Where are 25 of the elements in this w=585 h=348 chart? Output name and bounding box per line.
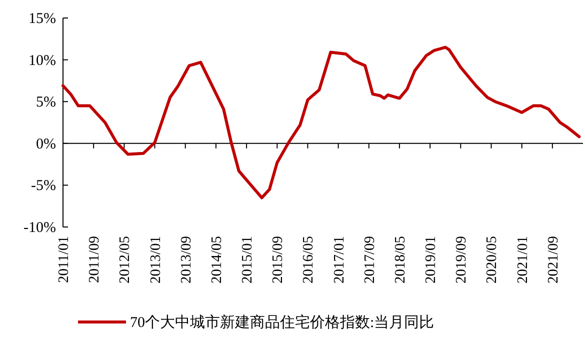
x-tick-label: 2015/01 xyxy=(240,236,256,284)
x-tick-label: 2011/09 xyxy=(86,236,103,283)
y-tick-label: 0% xyxy=(36,136,56,152)
line-series xyxy=(62,46,581,200)
x-tick-label: 2019/01 xyxy=(423,236,440,284)
x-tick-label: 2016/05 xyxy=(300,236,317,284)
legend-label: 70个大中城市新建商品住宅价格指数:当月同比 xyxy=(130,314,434,331)
x-tick-label: 2013/01 xyxy=(148,236,164,284)
y-tick-label: -5% xyxy=(31,178,56,194)
x-tick-label: 2014/05 xyxy=(208,236,225,284)
x-tick-label: 2021/09 xyxy=(545,236,562,284)
y-tick-label: -10% xyxy=(24,220,56,236)
x-tick-label: 2019/09 xyxy=(454,236,470,284)
x-tick-label: 2013/09 xyxy=(178,236,194,284)
x-tick-label: 2012/05 xyxy=(117,236,134,284)
x-tick-label: 2017/09 xyxy=(362,236,378,284)
x-tick-label: 2011/01 xyxy=(56,236,72,283)
x-tick-label: 2020/05 xyxy=(484,236,500,284)
y-tick-label: 10% xyxy=(28,52,56,69)
x-tick-label: 2018/05 xyxy=(392,236,408,284)
x-tick-label: 2015/09 xyxy=(270,236,286,284)
x-tick-label: 2021/01 xyxy=(514,236,531,284)
y-tick-label: 5% xyxy=(36,94,56,111)
x-tick-label: 2017/01 xyxy=(331,236,348,284)
y-tick-label: 15% xyxy=(28,11,56,27)
